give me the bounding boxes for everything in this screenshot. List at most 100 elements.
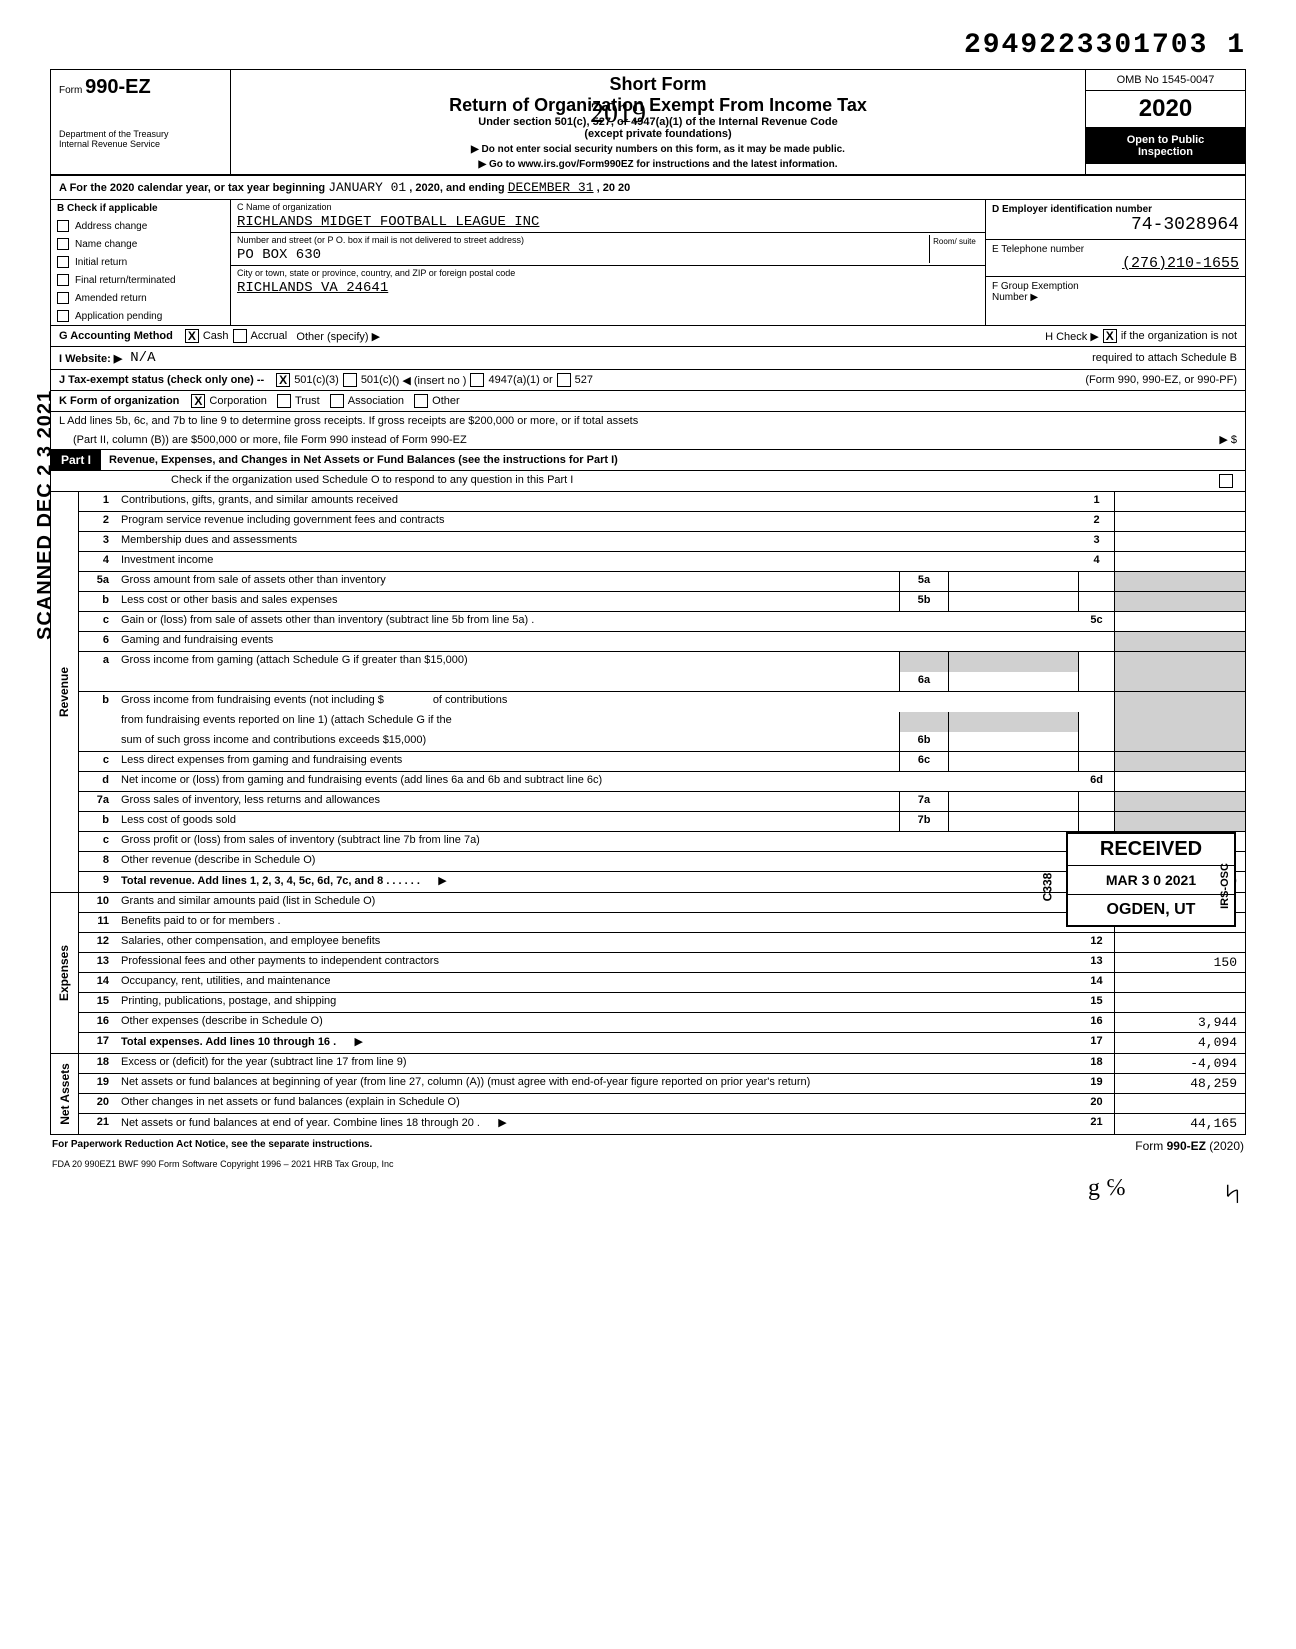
handwritten-year: 2019 [590,98,646,130]
chk-assoc[interactable] [330,394,344,408]
j-insert: ) ◀ (insert no ) [396,374,467,387]
form-prefix: Form [59,85,82,96]
f-num-label: Number ▶ [992,292,1239,303]
open-public: Open to Public Inspection [1086,128,1245,164]
line-15: Printing, publications, postage, and shi… [115,993,1079,1012]
received-title: RECEIVED [1068,834,1234,866]
line-6d: Net income or (loss) from gaming and fun… [115,772,1079,791]
received-stamp: RECEIVED MAR 3 0 2021 OGDEN, UT [1066,832,1236,927]
year-end: DECEMBER 31 [508,180,594,195]
subtitle: Under section 501(c), 527, or 4947(a)(1)… [478,116,837,128]
public2: Inspection [1090,146,1241,158]
dept: Department of the Treasury Internal Reve… [59,129,222,149]
col-c: C Name of organization RICHLANDS MIDGET … [231,200,985,325]
line-14: Occupancy, rent, utilities, and maintena… [115,973,1079,992]
line-5b: Less cost or other basis and sales expen… [115,592,899,611]
d-row: D Employer identification number 74-3028… [986,200,1245,240]
omb-number: OMB No 1545-0047 [1086,70,1245,91]
footer-mid: FDA 20 990EZ1 BWF 990 Form Software Copy… [50,1157,1246,1171]
chk-501c3[interactable]: X [276,373,290,387]
line-9: Total revenue. Add lines 1, 2, 3, 4, 5c,… [121,875,420,887]
chk-501c[interactable] [343,373,357,387]
netassets-label: Net Assets [51,1054,79,1134]
addr-label: Number and street (or P O. box if mail i… [237,235,929,245]
j-501c3: 501(c)(3) [294,374,339,386]
form-num: 990-EZ [85,76,151,98]
line-21: Net assets or fund balances at end of ye… [121,1117,480,1129]
line-7a: Gross sales of inventory, less returns a… [115,792,899,811]
note-ssn: ▶ Do not enter social security numbers o… [239,144,1077,155]
l-text1: L Add lines 5b, 6c, and 7b to line 9 to … [59,415,638,427]
line-6b1: Gross income from fundraising events (no… [121,694,384,706]
line-1: Contributions, gifts, grants, and simila… [115,492,1079,511]
received-left: C338 [1041,873,1055,902]
k-label: K Form of organization [59,395,179,407]
line-5a: Gross amount from sale of assets other t… [115,572,899,591]
expenses-label: Expenses [51,893,79,1053]
org-name: RICHLANDS MIDGET FOOTBALL LEAGUE INC [237,214,979,230]
chk-corp[interactable]: X [191,394,205,408]
val-17: 4,094 [1115,1033,1245,1053]
h-label: H Check ▶ [1045,330,1099,343]
l-arrow: ▶ $ [1219,433,1237,446]
b-label: B Check if applicable [51,200,230,217]
chk-other[interactable] [414,394,428,408]
received-side: IRS-OSC [1219,863,1231,909]
rowa-mid: , 2020, and ending [409,182,504,194]
val-18: -4,094 [1115,1054,1245,1073]
row-j: J Tax-exempt status (check only one) -- … [50,370,1246,391]
header-right: OMB No 1545-0047 2020 Open to Public Ins… [1085,70,1245,174]
chk-final[interactable]: Final return/terminated [51,271,230,289]
room-label: Room/ suite [929,235,979,263]
dept2: Internal Revenue Service [59,139,222,149]
chk-trust[interactable] [277,394,291,408]
footer: For Paperwork Reduction Act Notice, see … [50,1135,1246,1157]
h-text2: required to attach Schedule B [1092,352,1237,364]
h-text: if the organization is not [1121,330,1237,342]
header-center: Short Form Return of Organization Exempt… [231,70,1085,174]
line-13: Professional fees and other payments to … [115,953,1079,972]
row-a: A For the 2020 calendar year, or tax yea… [50,176,1246,200]
j-4947: 4947(a)(1) or [488,374,552,386]
j-label: J Tax-exempt status (check only one) -- [59,374,264,386]
chk-pending[interactable]: Application pending [51,307,230,325]
row-l2: (Part II, column (B)) are $500,000 or mo… [50,430,1246,450]
part1-title: Revenue, Expenses, and Changes in Net As… [101,451,1245,469]
chk-amended[interactable]: Amended return [51,289,230,307]
signature-2: ৸ [1225,1172,1240,1219]
chk-initial[interactable]: Initial return [51,253,230,271]
chk-4947[interactable] [470,373,484,387]
dept1: Department of the Treasury [59,129,222,139]
line-10: Grants and similar amounts paid (list in… [115,893,1079,912]
chk-cash[interactable]: X [185,329,199,343]
signature-1: g ℅ [50,1175,1246,1202]
chk-schedo[interactable] [1219,474,1233,488]
g-cash: Cash [203,330,229,342]
website-value: N/A [130,350,155,366]
line-5c: Gain or (loss) from sale of assets other… [115,612,1079,631]
f-row: F Group Exemption Number ▶ [986,277,1245,307]
part1-sub-text: Check if the organization used Schedule … [171,474,573,488]
row-i: I Website: ▶ N/A required to attach Sche… [50,347,1246,370]
line-12: Salaries, other compensation, and employ… [115,933,1079,952]
public1: Open to Public [1090,134,1241,146]
line-6c: Less direct expenses from gaming and fun… [115,752,899,771]
line-19: Net assets or fund balances at beginning… [115,1074,1079,1093]
org-address: PO BOX 630 [237,247,929,263]
year-begin: JANUARY 01 [328,180,406,195]
footer-left: For Paperwork Reduction Act Notice, see … [52,1139,372,1153]
rowa-label: A For the 2020 calendar year, or tax yea… [59,182,325,194]
chk-h[interactable]: X [1103,329,1117,343]
c-label: C Name of organization [237,202,979,212]
note-web: ▶ Go to www.irs.gov/Form990EZ for instru… [239,159,1077,170]
line-7b: Less cost of goods sold [115,812,899,831]
chk-accrual[interactable] [233,329,247,343]
chk-527[interactable] [557,373,571,387]
val-19: 48,259 [1115,1074,1245,1093]
ein-value: 74-3028964 [992,215,1239,235]
line-8: Other revenue (describe in Schedule O) [115,852,1079,871]
phone-value: (276)210-1655 [992,255,1239,272]
j-form-ref: (Form 990, 990-EZ, or 990-PF) [1085,374,1237,386]
chk-name[interactable]: Name change [51,235,230,253]
chk-address[interactable]: Address change [51,217,230,235]
